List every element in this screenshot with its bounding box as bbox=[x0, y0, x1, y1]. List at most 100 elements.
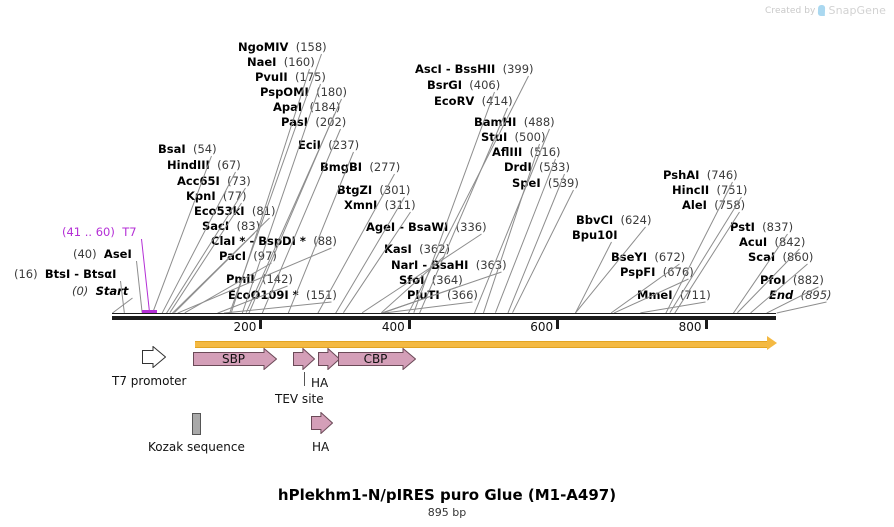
enzyme-name: BtgZI bbox=[337, 183, 373, 197]
enzyme-label-bamhi: BamHI (488) bbox=[474, 116, 555, 128]
page-title: hPlekhm1-N/pIRES puro Glue (M1-A497) bbox=[277, 486, 617, 504]
enzyme-position: (860) bbox=[775, 250, 814, 264]
snapgene-logo-icon bbox=[818, 5, 826, 16]
enzyme-name: PasI bbox=[281, 115, 309, 129]
t7-promoter-marker bbox=[142, 310, 157, 313]
enzyme-name: PshAI bbox=[663, 168, 700, 182]
enzyme-name: Start bbox=[95, 284, 129, 298]
enzyme-label-asei: (40) AseI bbox=[73, 248, 132, 260]
feature-tev-site[interactable] bbox=[293, 348, 315, 370]
enzyme-label-acc65i: Acc65I (73) bbox=[177, 175, 251, 187]
enzyme-position: (672) bbox=[647, 250, 686, 264]
enzyme-position: (16) bbox=[14, 267, 45, 281]
enzyme-label-ngomiv: NgoMIV (158) bbox=[238, 41, 327, 53]
enzyme-name: PspFI bbox=[620, 265, 656, 279]
enzyme-position: (336) bbox=[448, 220, 487, 234]
enzyme-name: XmnI bbox=[344, 198, 378, 212]
enzyme-label-drdi: DrdI (533) bbox=[504, 161, 570, 173]
ruler-tick-label: 400 bbox=[381, 320, 405, 334]
ruler-tick-label: 200 bbox=[233, 320, 257, 334]
feature-label-ha-2: HA bbox=[312, 440, 330, 454]
feature-label-sbp: SBP bbox=[221, 352, 246, 366]
enzyme-label-pspomi: PspOMI (180) bbox=[260, 86, 347, 98]
leader-line bbox=[507, 173, 565, 314]
ruler-tick-label: 800 bbox=[678, 320, 702, 334]
feature-ha-2[interactable] bbox=[311, 412, 333, 434]
enzyme-label-btsi-btsqi: (16) BtsI - BtsαI bbox=[14, 268, 116, 280]
enzyme-name: KpnI bbox=[186, 189, 216, 203]
ruler-tick bbox=[259, 320, 263, 329]
enzyme-label-t7: (41 .. 60) T7 bbox=[62, 226, 137, 238]
enzyme-label-stui: StuI (500) bbox=[481, 131, 545, 143]
enzyme-label-pshai: PshAI (746) bbox=[663, 169, 738, 181]
leader-line bbox=[575, 241, 612, 314]
enzyme-position: (0) bbox=[72, 284, 96, 298]
enzyme-name: EciI bbox=[298, 138, 321, 152]
enzyme-label-naei: NaeI (160) bbox=[247, 56, 315, 68]
feature-t7-promoter[interactable] bbox=[142, 346, 166, 368]
enzyme-position: (180) bbox=[308, 85, 348, 99]
enzyme-label-pvuii: PvuII (175) bbox=[255, 71, 326, 83]
enzyme-position: (54) bbox=[185, 142, 217, 156]
enzyme-position: (175) bbox=[294, 70, 326, 84]
watermark-prefix: Created by bbox=[764, 5, 816, 16]
enzyme-position: (624) bbox=[613, 213, 652, 227]
enzyme-name: PvuII bbox=[255, 70, 288, 84]
enzyme-label-hincii: HincII (751) bbox=[672, 184, 747, 196]
enzyme-label-ecii: EciI (237) bbox=[298, 139, 359, 151]
enzyme-position: (842) bbox=[767, 235, 806, 249]
enzyme-position: (142) bbox=[254, 272, 293, 286]
enzyme-name: Acc65I bbox=[177, 174, 220, 188]
enzyme-label-apai: ApaI (184) bbox=[273, 101, 340, 113]
enzyme-position: (406) bbox=[462, 78, 501, 92]
feature-tick-tev-site bbox=[304, 372, 305, 386]
enzyme-label-nari-bsahi: NarI - BsaHI (363) bbox=[391, 259, 507, 271]
enzyme-position: (40) bbox=[73, 247, 104, 261]
enzyme-label-bpu10i: Bpu10I bbox=[572, 229, 617, 241]
feature-kozak-sequence[interactable] bbox=[192, 413, 201, 435]
enzyme-name: HindIII bbox=[167, 158, 210, 172]
orf-arrowhead-icon bbox=[767, 336, 777, 350]
feature-ha-1[interactable] bbox=[318, 348, 340, 370]
enzyme-position: (837) bbox=[754, 220, 794, 234]
leader-line bbox=[141, 238, 151, 314]
enzyme-name: BseYI bbox=[611, 250, 648, 264]
enzyme-position: (81) bbox=[244, 204, 276, 218]
enzyme-name: BtsI - BtsαI bbox=[44, 267, 117, 281]
enzyme-position: (158) bbox=[288, 40, 327, 54]
enzyme-position: (67) bbox=[209, 158, 241, 172]
feature-sbp[interactable] bbox=[193, 348, 277, 370]
enzyme-name: AflIII bbox=[492, 145, 523, 159]
enzyme-label-ecorv: EcoRV (414) bbox=[434, 95, 513, 107]
ruler-tick-label: 600 bbox=[530, 320, 554, 334]
sequence-length: 895 bp bbox=[427, 506, 467, 519]
enzyme-name: AscI - BssHII bbox=[415, 62, 496, 76]
leader-line bbox=[511, 189, 574, 314]
sequence-backbone-thin bbox=[112, 313, 776, 314]
enzyme-position: (751) bbox=[716, 183, 748, 197]
sequence-backbone bbox=[112, 316, 776, 320]
enzyme-position: (301) bbox=[372, 183, 411, 197]
enzyme-label-bbvci: BbvCI (624) bbox=[576, 214, 651, 226]
enzyme-label-clai-bspdi: ClaI * - BspDI * (88) bbox=[211, 235, 337, 247]
enzyme-position: (364) bbox=[424, 273, 463, 287]
enzyme-name: ClaI * - BspDI * bbox=[211, 234, 306, 248]
enzyme-name: AseI bbox=[103, 247, 132, 261]
enzyme-position: (746) bbox=[699, 168, 738, 182]
enzyme-name: PspOMI bbox=[260, 85, 309, 99]
enzyme-name: HincII bbox=[672, 183, 710, 197]
enzyme-name: BmgBI bbox=[320, 160, 363, 174]
enzyme-position: (277) bbox=[362, 160, 401, 174]
enzyme-position: (41 .. 60) bbox=[62, 225, 123, 239]
enzyme-name: KasI bbox=[384, 242, 412, 256]
enzyme-name: AleI bbox=[682, 198, 707, 212]
enzyme-label-bseyi: BseYI (672) bbox=[611, 251, 685, 263]
enzyme-label-saci: SacI (83) bbox=[202, 220, 260, 232]
enzyme-label-btgzi: BtgZI (301) bbox=[337, 184, 410, 196]
feature-cbp[interactable] bbox=[338, 348, 416, 370]
enzyme-position: (882) bbox=[785, 273, 824, 287]
enzyme-name: PstI bbox=[730, 220, 755, 234]
enzyme-name: NaeI bbox=[247, 55, 277, 69]
orf-line bbox=[195, 341, 767, 348]
enzyme-position: (488) bbox=[516, 115, 555, 129]
